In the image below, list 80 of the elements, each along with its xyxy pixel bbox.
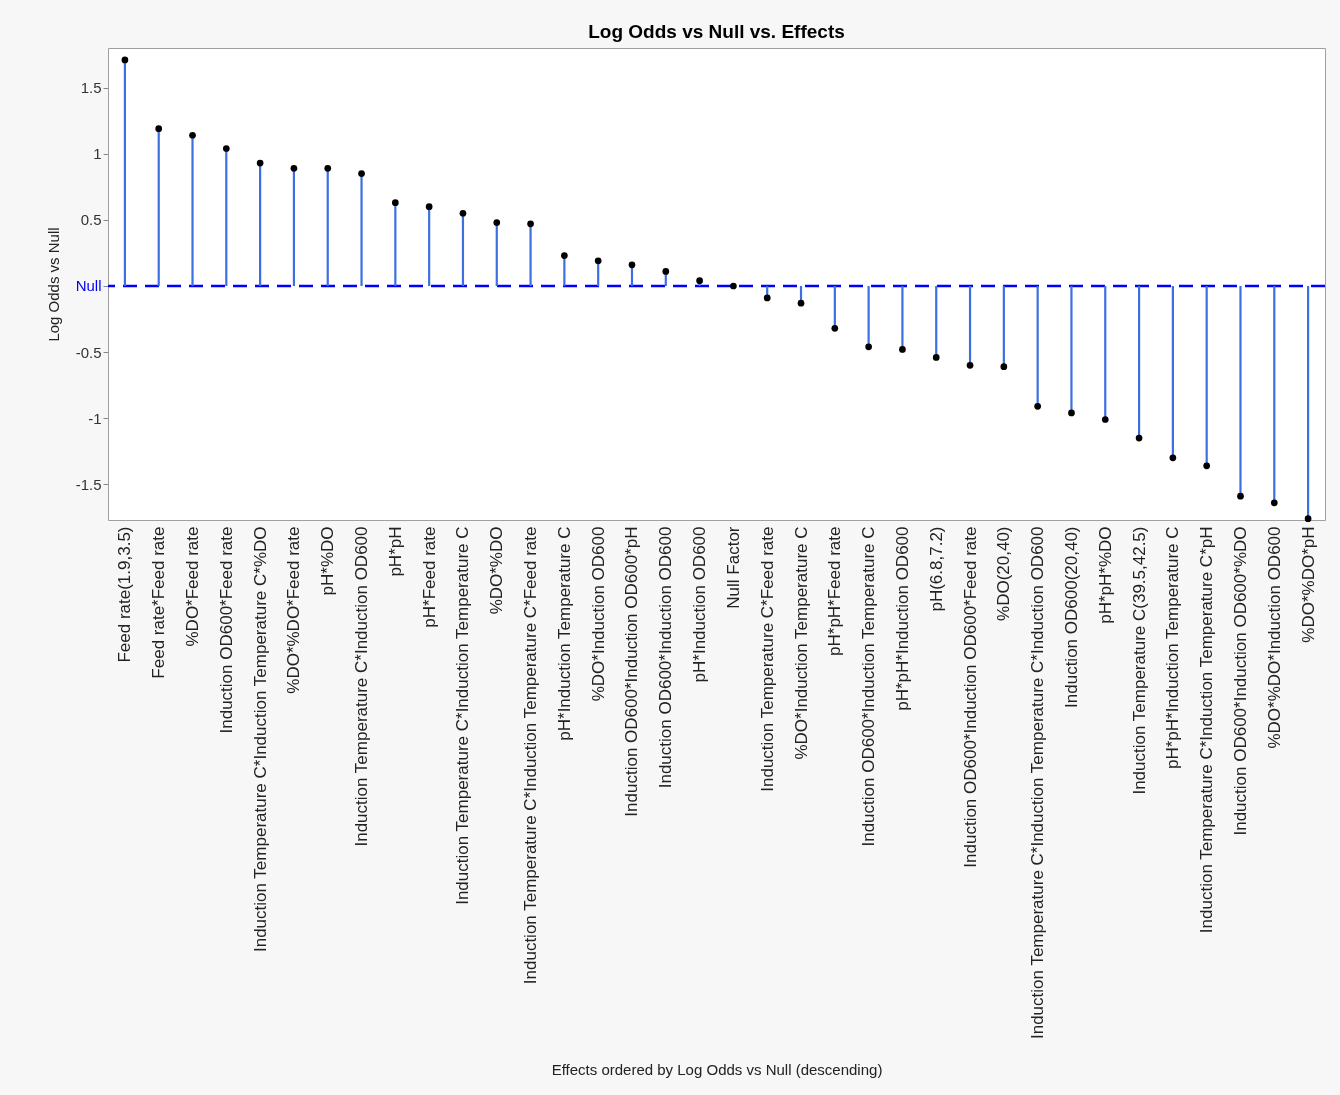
point: [391, 199, 399, 207]
x-tick-label: pH*Induction Temperature C: [554, 526, 574, 741]
y-tick-label: Null: [75, 277, 102, 295]
x-tick-label: %DO*%DO*Induction OD600: [1264, 526, 1284, 749]
x-tick-label: %DO*%DO: [487, 526, 507, 615]
x-tick-label: pH*pH: [385, 526, 405, 577]
y-axis-title: Log Odds vs Null: [44, 227, 62, 342]
x-tick-label: Feed rate*Feed rate: [149, 526, 169, 679]
x-tick-label: Induction Temperature C*Induction Temperature C*pH: [1197, 526, 1217, 934]
x-tick-label: Induction OD600*Induction OD600: [656, 526, 676, 789]
point: [1169, 454, 1177, 462]
point: [1034, 402, 1042, 410]
point: [425, 203, 433, 210]
point: [662, 268, 670, 275]
point: [763, 294, 771, 302]
point: [1101, 416, 1109, 423]
x-tick-label: Induction Temperature C*Induction Temperature C*Induction OD600: [1028, 526, 1048, 1040]
point: [594, 257, 602, 265]
x-tick-label: Induction Temperature C*Induction OD600: [352, 526, 372, 847]
point: [324, 164, 332, 172]
point: [797, 299, 805, 307]
point: [358, 170, 365, 177]
x-tick-label: pH*%DO: [318, 526, 338, 596]
x-tick-label: %DO*Induction OD600: [588, 526, 608, 702]
point: [527, 220, 534, 228]
point: [966, 361, 974, 369]
y-tick-label: 1.5: [80, 79, 102, 97]
point: [290, 164, 298, 172]
point: [865, 343, 872, 351]
point: [459, 209, 467, 217]
x-tick-label: Induction Temperature C*Induction Temperature C*Feed rate: [521, 526, 541, 985]
x-tick-label: Null Factor: [723, 526, 743, 609]
point: [121, 56, 129, 64]
point: [1304, 515, 1312, 523]
x-tick-label: Induction OD600*Induction OD600*%DO: [1230, 526, 1250, 836]
y-tick-label: -0.5: [75, 343, 102, 361]
x-axis-title: Effects ordered by Log Odds vs Null (descending): [551, 1060, 883, 1078]
x-tick-label: Induction OD600*Feed rate: [216, 526, 236, 734]
x-tick-label: Induction OD600*Induction OD600*Feed rate: [960, 526, 980, 868]
x-tick-label: pH(6.8,7.2): [926, 526, 946, 612]
point: [1237, 492, 1244, 500]
x-tick-label: Induction OD600*Induction OD600*pH: [622, 526, 642, 817]
x-tick-label: Induction Temperature C(39.5,42.5): [1129, 526, 1149, 795]
point: [831, 324, 839, 332]
point: [1000, 363, 1008, 370]
y-tick-label: -1.5: [75, 475, 102, 493]
point: [1203, 462, 1211, 470]
x-tick-label: %DO*Induction Temperature C: [791, 526, 811, 760]
chart-title: Log Odds vs Null vs. Effects: [588, 21, 845, 42]
x-tick-label: %DO*%DO*Feed rate: [284, 526, 304, 694]
x-tick-label: %DO(20,40): [994, 526, 1014, 621]
x-tick-label: pH*Induction OD600: [690, 526, 710, 683]
point: [155, 125, 163, 132]
point: [932, 354, 940, 361]
point: [1068, 409, 1075, 417]
x-tick-label: pH*Feed rate: [419, 526, 439, 628]
x-tick-label: pH*pH*Induction OD600: [892, 526, 912, 711]
x-tick-label: Induction Temperature C*Feed rate: [757, 526, 777, 792]
y-tick-label: 1: [93, 145, 102, 163]
x-tick-label: Induction Temperature C*Induction Temperature C: [453, 526, 473, 905]
y-tick-label: 0.5: [80, 211, 102, 229]
point: [222, 145, 230, 152]
x-tick-label: %DO*Feed rate: [183, 526, 203, 647]
point: [1270, 499, 1278, 507]
point: [189, 131, 196, 139]
x-tick-label: %DO*%DO*pH: [1298, 526, 1318, 643]
point: [628, 261, 636, 269]
x-tick-label: pH*pH*Induction Temperature C: [1163, 526, 1183, 770]
x-tick-label: pH*pH*%DO: [1095, 526, 1115, 624]
x-tick-label: Induction OD600*Induction Temperature C: [859, 526, 879, 847]
point: [1135, 434, 1143, 442]
y-tick-label: -1: [88, 409, 102, 427]
x-tick-label: Induction Temperature C*Induction Temperature C*%DO: [250, 526, 270, 953]
x-tick-label: pH*pH*Feed rate: [825, 526, 845, 656]
point: [899, 346, 906, 353]
x-tick-label: Feed rate(1.9,3.5): [115, 526, 135, 663]
point: [561, 252, 568, 259]
x-tick-label: Induction OD600(20,40): [1061, 526, 1081, 708]
point: [256, 159, 264, 167]
point: [493, 219, 501, 226]
